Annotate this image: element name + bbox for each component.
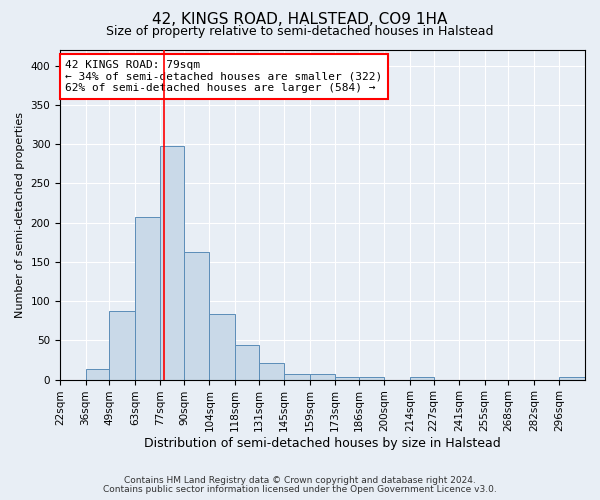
Bar [135,217,160,380]
Bar [410,377,434,380]
Text: 42, KINGS ROAD, HALSTEAD, CO9 1HA: 42, KINGS ROAD, HALSTEAD, CO9 1HA [152,12,448,28]
Bar [184,252,209,380]
Bar [335,377,359,380]
Bar [310,374,335,380]
Y-axis label: Number of semi-detached properties: Number of semi-detached properties [15,112,25,318]
Bar [359,377,385,380]
Bar [109,312,135,380]
Text: 42 KINGS ROAD: 79sqm
← 34% of semi-detached houses are smaller (322)
62% of semi: 42 KINGS ROAD: 79sqm ← 34% of semi-detac… [65,60,383,93]
Text: Size of property relative to semi-detached houses in Halstead: Size of property relative to semi-detach… [106,25,494,38]
Bar [209,314,235,380]
X-axis label: Distribution of semi-detached houses by size in Halstead: Distribution of semi-detached houses by … [144,437,501,450]
Bar [559,377,585,380]
Bar [160,146,184,380]
Bar [259,363,284,380]
Text: Contains public sector information licensed under the Open Government Licence v3: Contains public sector information licen… [103,484,497,494]
Text: Contains HM Land Registry data © Crown copyright and database right 2024.: Contains HM Land Registry data © Crown c… [124,476,476,485]
Bar [284,374,310,380]
Bar [86,370,109,380]
Bar [235,345,259,380]
